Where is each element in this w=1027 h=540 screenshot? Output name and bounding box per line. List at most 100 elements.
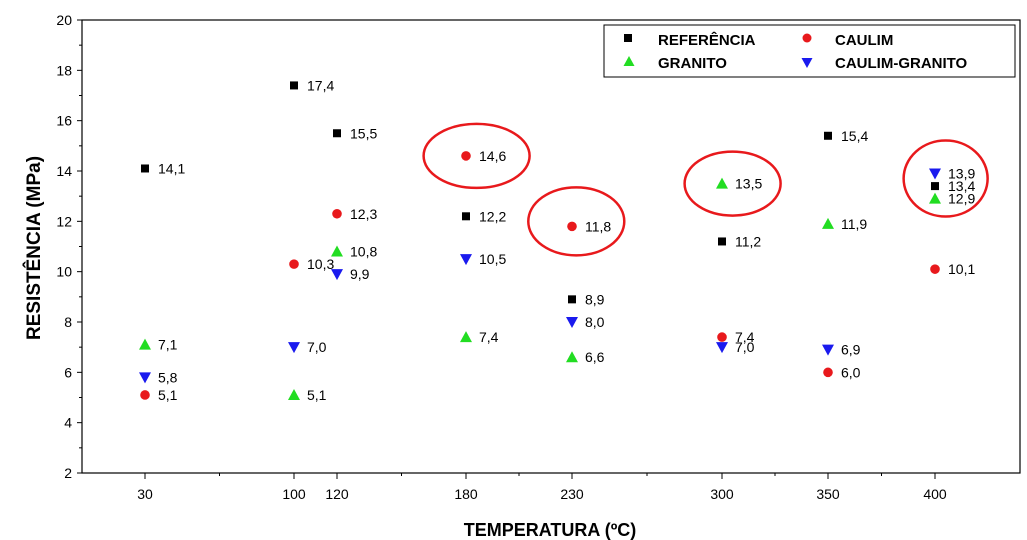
legend-marker-caulim bbox=[802, 33, 812, 43]
point-caulim-granito-230 bbox=[566, 317, 578, 328]
highlight-ellipse bbox=[527, 186, 626, 257]
y-tick-label-10: 10 bbox=[56, 264, 72, 280]
legend-marker-caulim-granito bbox=[801, 58, 813, 68]
data-label-granito-230: 6,6 bbox=[585, 349, 605, 365]
legend-marker-granito bbox=[623, 56, 635, 66]
x-axis-title: TEMPERATURA (ºC) bbox=[464, 520, 637, 540]
point-granito-300 bbox=[716, 177, 728, 189]
x-tick-label-100: 100 bbox=[282, 486, 306, 502]
x-tick-label-180: 180 bbox=[454, 486, 478, 502]
legend-marker-referencia bbox=[624, 34, 632, 42]
y-tick-label-4: 4 bbox=[64, 415, 72, 431]
legend-label-referencia: REFERÊNCIA bbox=[658, 31, 756, 49]
point-caulim-granito-300 bbox=[716, 342, 728, 354]
data-label-refer-ncia-350: 15,4 bbox=[841, 128, 868, 144]
point-caulim-120 bbox=[332, 208, 342, 219]
point-caulim-180 bbox=[461, 151, 471, 161]
data-label-caulim-granito-100: 7,0 bbox=[307, 339, 327, 355]
point-refer-ncia-120 bbox=[333, 129, 341, 138]
highlight-ellipse bbox=[422, 122, 531, 190]
data-label-caulim-granito-30: 5,8 bbox=[158, 369, 178, 385]
plot-frame bbox=[81, 19, 1021, 474]
x-tick-label-230: 230 bbox=[560, 486, 584, 502]
point-granito-100 bbox=[288, 388, 300, 400]
data-points bbox=[139, 81, 941, 400]
point-refer-ncia-230 bbox=[568, 295, 576, 304]
highlight-ellipses bbox=[422, 122, 989, 257]
point-caulim-granito-350 bbox=[822, 344, 834, 356]
data-label-caulim-granito-230: 8,0 bbox=[585, 314, 605, 330]
data-label-caulim-granito-400: 13,9 bbox=[948, 166, 975, 182]
point-refer-ncia-100 bbox=[290, 81, 298, 90]
legend-label-caulim-granito: CAULIM-GRANITO bbox=[835, 55, 968, 72]
data-label-granito-180: 7,4 bbox=[479, 329, 499, 345]
data-label-caulim-granito-350: 6,9 bbox=[841, 342, 861, 358]
point-caulim-granito-400 bbox=[929, 168, 941, 180]
point-caulim-400 bbox=[930, 264, 940, 274]
point-granito-230 bbox=[566, 351, 578, 363]
data-label-granito-400: 12,9 bbox=[948, 191, 975, 207]
point-caulim-350 bbox=[823, 367, 833, 378]
y-tick-label-20: 20 bbox=[56, 12, 72, 28]
point-granito-180 bbox=[460, 331, 472, 343]
legend-label-caulim: CAULIM bbox=[835, 32, 893, 49]
x-tick-label-30: 30 bbox=[137, 486, 153, 502]
point-caulim-300 bbox=[717, 332, 727, 342]
y-tick-label-14: 14 bbox=[56, 163, 72, 179]
point-refer-ncia-350 bbox=[824, 131, 832, 140]
data-label-caulim-granito-120: 9,9 bbox=[350, 266, 370, 282]
point-caulim-granito-180 bbox=[460, 254, 472, 266]
data-label-caulim-100: 10,3 bbox=[307, 256, 334, 272]
data-label-caulim-120: 12,3 bbox=[350, 206, 377, 222]
plot-area: 2 4 6 8 10 12 14 16 18 20 30 100 120 180 230 300 350 400… bbox=[56, 12, 1021, 502]
y-tick-label-18: 18 bbox=[56, 62, 72, 78]
legend-label-granito: GRANITO bbox=[658, 55, 727, 72]
data-label-refer-ncia-300: 11,2 bbox=[735, 233, 761, 249]
point-granito-120 bbox=[331, 245, 343, 257]
y-tick-label-16: 16 bbox=[56, 113, 72, 129]
y-tick-label-6: 6 bbox=[64, 364, 72, 380]
x-tick-label-120: 120 bbox=[325, 486, 349, 502]
point-caulim-granito-30 bbox=[139, 372, 151, 384]
data-label-granito-300: 13,5 bbox=[735, 176, 762, 192]
point-caulim-30 bbox=[140, 390, 150, 400]
data-label-caulim-granito-300: 7,0 bbox=[735, 339, 755, 355]
x-tick-label-400: 400 bbox=[923, 486, 947, 502]
data-label-caulim-30: 5,1 bbox=[158, 387, 178, 403]
data-label-refer-ncia-30: 14,1 bbox=[158, 160, 185, 176]
legend: REFERÊNCIA CAULIM GRANITO CAULIM-GRANITO bbox=[603, 24, 1016, 78]
point-granito-350 bbox=[822, 217, 834, 229]
data-label-caulim-350: 6,0 bbox=[841, 364, 861, 380]
point-granito-400 bbox=[929, 192, 941, 204]
point-caulim-230 bbox=[567, 221, 577, 232]
y-tick-label-8: 8 bbox=[64, 314, 72, 330]
data-label-refer-ncia-180: 12,2 bbox=[479, 208, 506, 224]
highlight-ellipse bbox=[902, 139, 989, 218]
data-label-caulim-granito-180: 10,5 bbox=[479, 251, 506, 267]
data-label-refer-ncia-400: 13,4 bbox=[948, 178, 975, 194]
y-tick-label-12: 12 bbox=[56, 213, 72, 229]
point-refer-ncia-300 bbox=[718, 237, 726, 246]
legend-box bbox=[603, 24, 1016, 78]
data-label-refer-ncia-230: 8,9 bbox=[585, 291, 605, 307]
data-label-caulim-180: 14,6 bbox=[479, 148, 506, 164]
point-refer-ncia-180 bbox=[462, 212, 470, 221]
point-caulim-100 bbox=[289, 259, 299, 269]
data-label-refer-ncia-120: 15,5 bbox=[350, 125, 377, 141]
data-label-caulim-400: 10,1 bbox=[948, 261, 975, 277]
point-refer-ncia-30 bbox=[141, 164, 149, 173]
y-tick-label-2: 2 bbox=[64, 465, 72, 481]
highlight-ellipse bbox=[683, 150, 782, 217]
y-axis: 2 4 6 8 10 12 14 16 18 20 bbox=[56, 12, 82, 481]
data-label-granito-350: 11,9 bbox=[841, 216, 867, 232]
data-label-refer-ncia-100: 17,4 bbox=[307, 77, 334, 93]
data-label-granito-30: 7,1 bbox=[158, 337, 178, 353]
x-tick-label-300: 300 bbox=[710, 486, 734, 502]
data-label-granito-120: 10,8 bbox=[350, 244, 377, 260]
point-granito-30 bbox=[139, 338, 151, 350]
point-caulim-granito-120 bbox=[331, 269, 343, 281]
point-refer-ncia-400 bbox=[931, 182, 939, 191]
point-caulim-granito-100 bbox=[288, 342, 300, 354]
x-tick-label-350: 350 bbox=[816, 486, 840, 502]
